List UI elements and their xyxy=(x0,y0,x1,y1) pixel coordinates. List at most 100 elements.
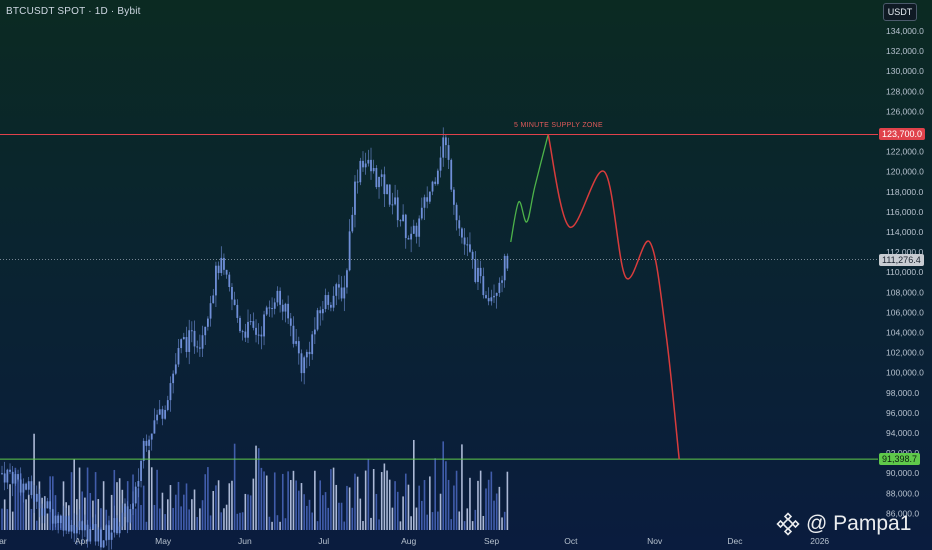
volume-bar xyxy=(223,508,225,530)
y-tick-label: 132,000.0 xyxy=(886,46,924,56)
candle-body xyxy=(354,181,356,215)
volume-bar xyxy=(252,478,255,530)
candle-body xyxy=(100,529,102,548)
candle-body xyxy=(241,331,244,333)
candle-body xyxy=(359,160,362,183)
y-tick-label: 116,000.0 xyxy=(886,207,923,217)
volume-bar xyxy=(429,476,431,530)
candle-body xyxy=(271,308,273,310)
volume-bar xyxy=(308,499,311,530)
candle-body xyxy=(75,527,78,534)
candle-body xyxy=(273,302,276,309)
y-tick-label: 112,000.0 xyxy=(886,247,923,257)
candle-body xyxy=(156,414,158,421)
volume-bar xyxy=(247,494,249,530)
candle-body xyxy=(378,176,380,188)
candle-body xyxy=(391,204,394,206)
candle-body xyxy=(158,409,161,415)
candle-body xyxy=(126,506,129,523)
y-tick-label: 108,000.0 xyxy=(886,287,924,297)
candle-body xyxy=(313,329,316,335)
volume-bar xyxy=(407,484,410,530)
candle-body xyxy=(177,348,180,365)
candle-body xyxy=(223,257,225,270)
volume-bar xyxy=(394,481,396,530)
candle-body xyxy=(193,330,196,347)
candle-body xyxy=(145,440,148,446)
candle-body xyxy=(388,184,391,205)
candle-body xyxy=(49,501,52,510)
candle-body xyxy=(247,321,249,338)
candle-body xyxy=(276,290,279,303)
candle-body xyxy=(204,326,207,336)
y-axis[interactable]: 86,000.088,000.090,000.092,000.094,000.0… xyxy=(886,26,924,518)
candle-body xyxy=(330,304,332,308)
candle-body xyxy=(268,307,271,309)
candles xyxy=(1,127,509,550)
volume-bar xyxy=(487,479,490,530)
volume-bar xyxy=(236,513,239,530)
candle-body xyxy=(321,309,324,314)
volume-bar xyxy=(46,513,49,530)
candle-body xyxy=(370,159,372,172)
volume-bar xyxy=(257,448,260,530)
y-tick-label: 86,000.0 xyxy=(886,508,919,518)
volume-bar xyxy=(434,458,436,530)
candle-body xyxy=(169,383,172,401)
volume-bar xyxy=(249,495,252,530)
volume-bar xyxy=(204,474,207,530)
volume-bar xyxy=(445,461,447,530)
candle-body xyxy=(257,334,260,336)
x-tick-label: May xyxy=(155,536,172,546)
candle-body xyxy=(6,469,9,483)
volume-bar xyxy=(324,492,327,530)
volume-bar xyxy=(340,502,343,530)
volume-bar xyxy=(367,458,370,530)
candle-body xyxy=(209,303,212,319)
candle-body xyxy=(118,526,121,534)
candle-body xyxy=(364,163,367,168)
candle-body xyxy=(182,337,185,340)
volume-bar xyxy=(271,521,273,530)
candle-body xyxy=(73,524,76,534)
candle-body xyxy=(284,303,287,312)
y-tick-label: 126,000.0 xyxy=(886,106,924,116)
volume-bar xyxy=(153,504,156,530)
volume-bar xyxy=(244,493,247,530)
candle-body xyxy=(461,228,463,238)
volume-bar xyxy=(485,488,487,530)
volume-bar xyxy=(191,499,193,530)
candle-body xyxy=(124,506,126,513)
candle-body xyxy=(434,181,437,184)
candle-body xyxy=(94,524,97,542)
projection-path-red xyxy=(547,134,680,460)
x-axis[interactable]: Mar Apr May Jun Jul Aug Sep Oct Nov Dec 2026 xyxy=(0,536,829,546)
volume-bar xyxy=(145,521,148,530)
candle-body xyxy=(346,270,348,288)
y-tick-label: 94,000.0 xyxy=(886,428,919,438)
candle-body xyxy=(281,304,284,312)
volume-bar xyxy=(447,479,450,530)
candle-body xyxy=(225,269,228,275)
volume-bar xyxy=(6,509,9,530)
volume-bar xyxy=(442,441,445,530)
volume-bar xyxy=(172,507,174,530)
volume-bar xyxy=(370,517,372,530)
y-tick-label: 118,000.0 xyxy=(886,187,923,197)
volume-bar xyxy=(386,470,388,530)
x-tick-label: Apr xyxy=(75,536,88,546)
candle-body xyxy=(463,237,466,245)
candle-body xyxy=(383,174,386,195)
volume-bar xyxy=(268,516,271,530)
volume-bar xyxy=(474,509,477,530)
candle-body xyxy=(295,341,298,344)
volume-bar xyxy=(1,508,3,530)
candle-body xyxy=(477,267,479,282)
volume-bar xyxy=(19,473,22,530)
candle-body xyxy=(62,515,65,531)
candle-body xyxy=(27,481,30,490)
candle-body xyxy=(217,265,220,274)
volume-bar xyxy=(319,480,322,530)
currency-button[interactable]: USDT xyxy=(883,3,917,21)
